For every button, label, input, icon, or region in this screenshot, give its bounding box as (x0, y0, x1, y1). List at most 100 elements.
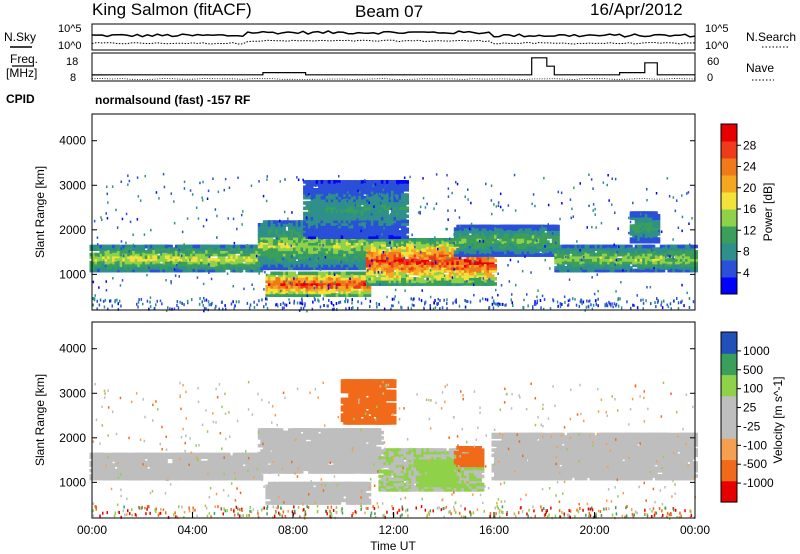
echo-cell (551, 229, 560, 234)
echo-cell (634, 260, 643, 265)
echo-cell (486, 274, 495, 278)
echo-cell (277, 225, 286, 230)
echo-speck (541, 294, 544, 298)
echo-cell (313, 261, 322, 265)
echo-speck (347, 191, 349, 194)
echo-speck (171, 307, 173, 311)
echo-cell (599, 266, 608, 270)
echo-speck (532, 305, 534, 309)
echo-speck (93, 297, 96, 301)
echo-speck (500, 302, 502, 306)
echo-speck (306, 309, 308, 313)
echo-speck (639, 212, 642, 216)
echo-cell (386, 271, 394, 276)
echo-cell (164, 244, 173, 249)
echo-speck (491, 302, 494, 306)
echo-speck (482, 240, 485, 243)
echo-cell (418, 245, 427, 250)
echo-speck (564, 300, 566, 304)
echo-speck (208, 263, 210, 266)
echo-cell (305, 219, 314, 224)
echo-cell (308, 252, 317, 257)
echo-cell (137, 247, 146, 251)
echo-speck (284, 178, 286, 181)
echo-cell (383, 219, 392, 224)
echo-cell (446, 269, 455, 273)
colorbar-tick-label: 24 (743, 160, 757, 174)
echo-cell (338, 285, 347, 289)
echo-cell (220, 252, 229, 257)
echo-speck (617, 297, 620, 300)
echo-cell (489, 258, 497, 263)
echo-speck (176, 264, 178, 267)
echo-cell (335, 247, 344, 252)
echo-speck (632, 303, 634, 307)
echo-speck (595, 302, 598, 306)
echo-cell (157, 452, 166, 457)
echo-cell (164, 260, 173, 265)
echo-cell (313, 203, 322, 208)
echo-cell (363, 293, 372, 297)
echo-speck (178, 275, 180, 278)
echo-speck (554, 248, 557, 251)
echo-cell (476, 269, 485, 273)
echo-speck (159, 299, 162, 303)
echo-cell (323, 263, 332, 268)
echo-cell (340, 195, 349, 200)
echo-speck (265, 199, 268, 203)
echo-speck (617, 304, 620, 308)
echo-cell (375, 185, 384, 189)
near-range-strip (92, 297, 695, 311)
echo-cell (222, 266, 231, 270)
echo-cell (225, 247, 234, 251)
echo-cell (541, 235, 550, 239)
echo-cell (363, 287, 372, 292)
echo-cell (320, 227, 329, 232)
echo-speck (497, 272, 499, 275)
echo-speck (383, 307, 386, 311)
echo-cell (343, 276, 352, 281)
echo-cell (348, 282, 357, 286)
echo-speck (443, 298, 445, 302)
echo-cell (320, 188, 329, 192)
echo-speck (636, 294, 638, 297)
echo-cell (428, 274, 437, 278)
echo-speck (646, 198, 648, 202)
echo-cell (260, 258, 269, 262)
noise-left-tick-top: 10^5 (58, 23, 82, 35)
echo-cell (649, 234, 658, 239)
echo-speck (494, 302, 497, 306)
echo-cell (277, 242, 286, 246)
echo-speck (162, 172, 165, 176)
echo-cell (142, 252, 151, 257)
echo-speck (597, 304, 599, 308)
echo-cell (529, 245, 538, 250)
echo-speck (420, 250, 422, 254)
echo-speck (372, 206, 374, 209)
echo-speck (203, 296, 205, 300)
echo-cell (195, 466, 203, 470)
echo-speck (136, 218, 139, 221)
echo-cell (348, 271, 357, 276)
echo-speck (447, 257, 449, 261)
echo-cell (401, 180, 409, 184)
echo-speck (179, 261, 181, 264)
echo-speck (536, 239, 538, 242)
echo-speck (488, 277, 490, 281)
echo-cell (134, 260, 143, 265)
echo-speck (579, 182, 581, 185)
echo-speck (688, 222, 690, 225)
echo-speck (493, 301, 495, 305)
echo-speck (96, 307, 98, 311)
echo-speck (359, 191, 361, 194)
echo-cell (350, 193, 359, 197)
noise-sky-line (91, 30, 696, 38)
echo-cell (473, 253, 482, 257)
echo-cell (659, 250, 668, 254)
echo-speck (340, 260, 342, 264)
echo-cell (408, 264, 417, 268)
echo-speck (534, 300, 536, 304)
echo-cell (298, 276, 306, 281)
echo-cell (690, 263, 698, 268)
echo-cell (473, 248, 482, 252)
